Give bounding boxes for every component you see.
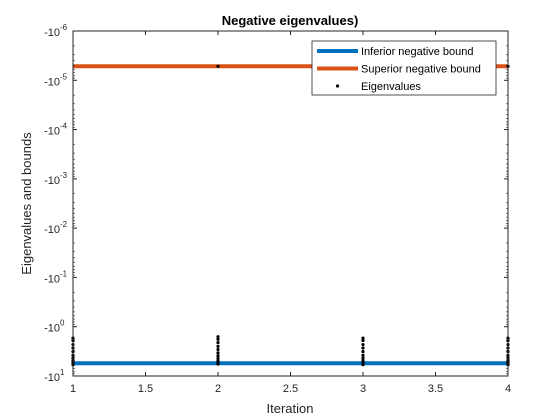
y-tick-label-base: -10 [44, 175, 60, 187]
legend: Inferior negative bound Superior negativ… [311, 40, 497, 96]
y-tick-label: -10 -2 [44, 220, 68, 236]
x-tick-label: 2.5 [283, 383, 298, 395]
eigenvalue-point [361, 346, 365, 350]
eigenvalue-point [361, 363, 365, 367]
y-tick-label-exponent: -1 [60, 269, 68, 278]
chart-title: Negative eigenvalues) [222, 13, 359, 28]
eigenvalue-point [216, 64, 220, 68]
eigenvalue-point [216, 344, 220, 348]
x-tick-label: 3 [360, 383, 366, 395]
y-tick-label: -10 -5 [44, 72, 68, 88]
y-tick-label-exponent: -6 [60, 23, 68, 32]
y-tick-label-base: -10 [44, 224, 60, 236]
y-tick-label-base: -10 [44, 126, 60, 138]
y-axis-label: Eigenvalues and bounds [19, 132, 34, 275]
eigenvalue-point [361, 356, 365, 360]
eigenvalue-point [361, 350, 365, 354]
eigenvalue-point [216, 335, 220, 339]
y-tick-label: -10 -1 [44, 269, 68, 285]
legend-label-superior: Superior negative bound [361, 64, 481, 76]
y-tick-label-exponent: -5 [60, 72, 68, 81]
eigenvalue-point [216, 354, 220, 358]
y-tick-label: -10 -6 [44, 23, 68, 39]
y-tick-label-base: -10 [44, 76, 60, 88]
x-axis-ticks: 1 1.5 2 2.5 3 3.5 4 [70, 31, 511, 395]
eigenvalue-point [216, 347, 220, 352]
y-tick-label-base: -10 [44, 372, 60, 384]
eigenvalue-point [216, 356, 220, 361]
y-tick-label: -10 -3 [44, 171, 68, 187]
x-tick-label: 2 [215, 383, 221, 395]
legend-label-inferior: Inferior negative bound [361, 46, 474, 58]
y-tick-label-base: -10 [44, 273, 60, 285]
y-tick-label-exponent: 0 [60, 319, 65, 328]
y-tick-label: -10 -4 [44, 122, 68, 138]
y-tick-label: -10 0 [44, 319, 65, 335]
eigenvalue-point [216, 337, 220, 341]
legend-label-eigenvalues: Eigenvalues [361, 81, 421, 93]
y-tick-label-base: -10 [44, 27, 60, 39]
y-tick-label-exponent: 1 [60, 368, 65, 377]
x-tick-label: 3.5 [428, 383, 443, 395]
y-tick-label-exponent: -2 [60, 220, 68, 229]
eigenvalue-point [361, 338, 365, 343]
y-tick-label-base: -10 [44, 323, 60, 335]
eigenvalue-point [361, 342, 365, 347]
eigenvalue-point [361, 336, 365, 340]
x-tick-label: 4 [505, 383, 511, 395]
eigenvalue-point [216, 351, 220, 355]
legend-swatch-eigenvalues [335, 84, 340, 88]
x-tick-label: 1 [70, 383, 76, 395]
y-tick-label-exponent: -4 [60, 122, 68, 131]
x-axis-label: Iteration [267, 401, 314, 416]
y-tick-label-exponent: -3 [60, 171, 68, 180]
eigenvalue-point [216, 340, 220, 345]
eigenvalue-point [361, 353, 365, 357]
eigenvalue-point [216, 362, 220, 366]
x-tick-label: 1.5 [138, 383, 153, 395]
y-axis-ticks: -10 -6-10 -5-10 -4-10 -3-10 -2-10 -1-10 0-10 1 [44, 23, 508, 384]
y-tick-label: -10 1 [44, 368, 65, 384]
